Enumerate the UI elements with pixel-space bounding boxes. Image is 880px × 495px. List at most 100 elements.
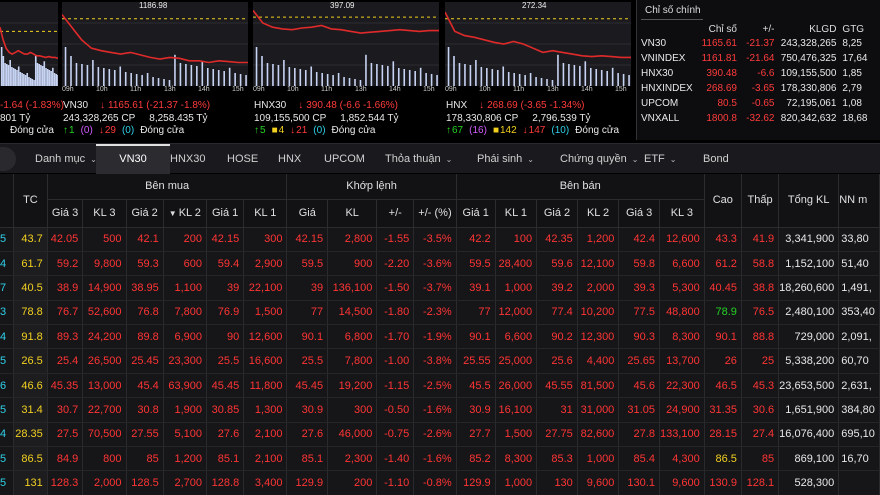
ask-volume[interactable]: 22,300 xyxy=(659,373,705,399)
tab-bond[interactable]: Bond xyxy=(703,144,729,174)
ask-volume[interactable]: 82,600 xyxy=(577,422,620,448)
buy-col-header[interactable]: ▼ KL 2 xyxy=(163,199,207,228)
ask-price[interactable]: 130.1 xyxy=(618,470,660,495)
summary-row[interactable]: VN30 1165.61 -21.37 243,328,265 8,25 xyxy=(637,36,880,51)
ask-price[interactable]: 25.65 xyxy=(618,348,660,374)
tab-hnx[interactable]: HNX xyxy=(278,144,301,174)
bid-price[interactable]: 85.1 xyxy=(206,446,245,472)
ask-price[interactable]: 59.6 xyxy=(536,251,578,277)
ask-price[interactable]: 45.55 xyxy=(536,373,578,399)
bid-price[interactable]: 45.35 xyxy=(47,373,84,399)
bid-volume[interactable]: 6,900 xyxy=(163,324,207,350)
ask-volume[interactable]: 1,000 xyxy=(495,275,538,301)
ask-price[interactable]: 90.3 xyxy=(618,324,660,350)
bid-price[interactable]: 27.6 xyxy=(206,422,245,448)
match-col-header[interactable]: +/- (%) xyxy=(413,199,457,228)
ask-price[interactable]: 31.05 xyxy=(618,397,660,423)
bid-price[interactable]: 30.85 xyxy=(206,397,245,423)
bid-price[interactable]: 76.9 xyxy=(206,300,245,326)
bid-volume[interactable]: 2,100 xyxy=(243,422,288,448)
ask-volume[interactable]: 9,600 xyxy=(659,470,705,495)
bid-volume[interactable]: 23,300 xyxy=(163,348,207,374)
bid-volume[interactable]: 1,200 xyxy=(163,446,207,472)
summary-row[interactable]: HNX30 390.48 -6.6 109,155,500 1,85 xyxy=(637,66,880,81)
sell-col-header[interactable]: Giá 3 xyxy=(618,199,660,228)
ask-volume[interactable]: 6,600 xyxy=(659,251,705,277)
bid-volume[interactable]: 2,900 xyxy=(243,251,288,277)
ask-price[interactable]: 77 xyxy=(456,300,496,326)
bid-price[interactable]: 25.45 xyxy=(126,348,164,374)
ask-price[interactable]: 30.9 xyxy=(456,397,496,423)
bid-price[interactable]: 89.8 xyxy=(126,324,164,350)
bid-volume[interactable]: 16,600 xyxy=(243,348,288,374)
ask-volume[interactable]: 12,300 xyxy=(577,324,620,350)
bid-volume[interactable]: 2,700 xyxy=(163,470,207,495)
bid-volume[interactable]: 600 xyxy=(163,251,207,277)
bid-volume[interactable]: 1,500 xyxy=(243,300,288,326)
bid-volume[interactable]: 70,500 xyxy=(82,422,127,448)
ask-volume[interactable]: 31,000 xyxy=(577,397,620,423)
ask-volume[interactable]: 100 xyxy=(495,227,538,252)
bid-price[interactable]: 27.55 xyxy=(126,422,164,448)
tab-ph-i-sinh[interactable]: Phái sinh ⌄ xyxy=(477,144,534,174)
ask-volume[interactable]: 133,100 xyxy=(659,422,705,448)
bid-price[interactable]: 25.5 xyxy=(206,348,245,374)
ask-price[interactable]: 42.4 xyxy=(618,227,660,252)
bid-volume[interactable]: 24,200 xyxy=(82,324,127,350)
ask-price[interactable]: 39.3 xyxy=(618,275,660,301)
ask-price[interactable]: 45.5 xyxy=(456,373,496,399)
buy-col-header[interactable]: Giá 1 xyxy=(206,199,245,228)
bid-volume[interactable]: 1,900 xyxy=(163,397,207,423)
ask-price[interactable]: 129.9 xyxy=(456,470,496,495)
tab-vn30[interactable]: VN30 xyxy=(96,144,170,174)
ask-price[interactable]: 85.3 xyxy=(536,446,578,472)
symbol-fragment[interactable]: 5 xyxy=(0,348,14,374)
bid-volume[interactable]: 11,800 xyxy=(243,373,288,399)
ask-volume[interactable]: 81,500 xyxy=(577,373,620,399)
buy-col-header[interactable]: Giá 2 xyxy=(126,199,164,228)
bid-volume[interactable]: 12,600 xyxy=(243,324,288,350)
ask-volume[interactable]: 1,200 xyxy=(577,227,620,252)
bid-price[interactable]: 38.95 xyxy=(126,275,164,301)
match-col-header[interactable]: +/- xyxy=(376,199,415,228)
bid-volume[interactable]: 300 xyxy=(243,227,288,252)
bid-volume[interactable]: 13,000 xyxy=(82,373,127,399)
tab-th-a-thu-n[interactable]: Thỏa thuận ⌄ xyxy=(385,144,452,174)
stock-row[interactable]: 4 61.7 59.2 9,800 59.3 600 59.4 2,900 59.5 900 -2.… xyxy=(0,251,880,277)
ask-price[interactable]: 90.2 xyxy=(536,324,578,350)
symbol-fragment[interactable]: 5 xyxy=(0,227,14,252)
bid-price[interactable]: 39 xyxy=(206,275,245,301)
ask-volume[interactable]: 12,600 xyxy=(659,227,705,252)
ask-price[interactable]: 31 xyxy=(536,397,578,423)
bid-volume[interactable]: 52,600 xyxy=(82,300,127,326)
ask-price[interactable]: 77.5 xyxy=(618,300,660,326)
tab-hose[interactable]: HOSE xyxy=(227,144,258,174)
bid-price[interactable]: 30.7 xyxy=(47,397,84,423)
ask-price[interactable]: 39.2 xyxy=(536,275,578,301)
bid-price[interactable]: 59.2 xyxy=(47,251,84,277)
stock-row[interactable]: 5 26.5 25.4 26,500 25.45 23,300 25.5 16,600 25.5… xyxy=(0,348,880,374)
ask-price[interactable]: 45.6 xyxy=(618,373,660,399)
summary-row[interactable]: VNXALL 1800.8 -32.62 820,342,632 18,68 xyxy=(637,111,880,126)
ask-volume[interactable]: 8,300 xyxy=(659,324,705,350)
symbol-fragment[interactable]: 4 xyxy=(0,324,14,350)
chart-panel-hnx30[interactable]: 397.09 09h 10h 11h 13h 14h 15h HNX30 ↓ 390.48 (-6… xyxy=(253,0,439,140)
ask-price[interactable]: 59.5 xyxy=(456,251,496,277)
chart-panel-vn30[interactable]: 1186.98 09h 10h 11h 13h 14h 15h VN30 ↓ 1165.61 (-… xyxy=(62,0,248,140)
ask-volume[interactable]: 24,900 xyxy=(659,397,705,423)
ask-volume[interactable]: 5,300 xyxy=(659,275,705,301)
ask-price[interactable]: 25.55 xyxy=(456,348,496,374)
ask-price[interactable]: 27.8 xyxy=(618,422,660,448)
ask-price[interactable]: 27.75 xyxy=(536,422,578,448)
ask-price[interactable]: 77.4 xyxy=(536,300,578,326)
bid-price[interactable]: 128.8 xyxy=(206,470,245,495)
symbol-fragment[interactable]: 4 xyxy=(0,422,14,448)
buy-col-header[interactable]: KL 1 xyxy=(243,199,288,228)
ask-price[interactable]: 130 xyxy=(536,470,578,495)
stock-row[interactable]: 7 40.5 38.9 14,900 38.95 1,100 39 22,100 39 136,1… xyxy=(0,275,880,301)
tab-upcom[interactable]: UPCOM xyxy=(324,144,365,174)
symbol-fragment[interactable]: 5 xyxy=(0,397,14,423)
summary-row[interactable]: HNXINDEX 268.69 -3.65 178,330,806 2,79 xyxy=(637,81,880,96)
bid-price[interactable]: 59.3 xyxy=(126,251,164,277)
bid-price[interactable]: 30.8 xyxy=(126,397,164,423)
